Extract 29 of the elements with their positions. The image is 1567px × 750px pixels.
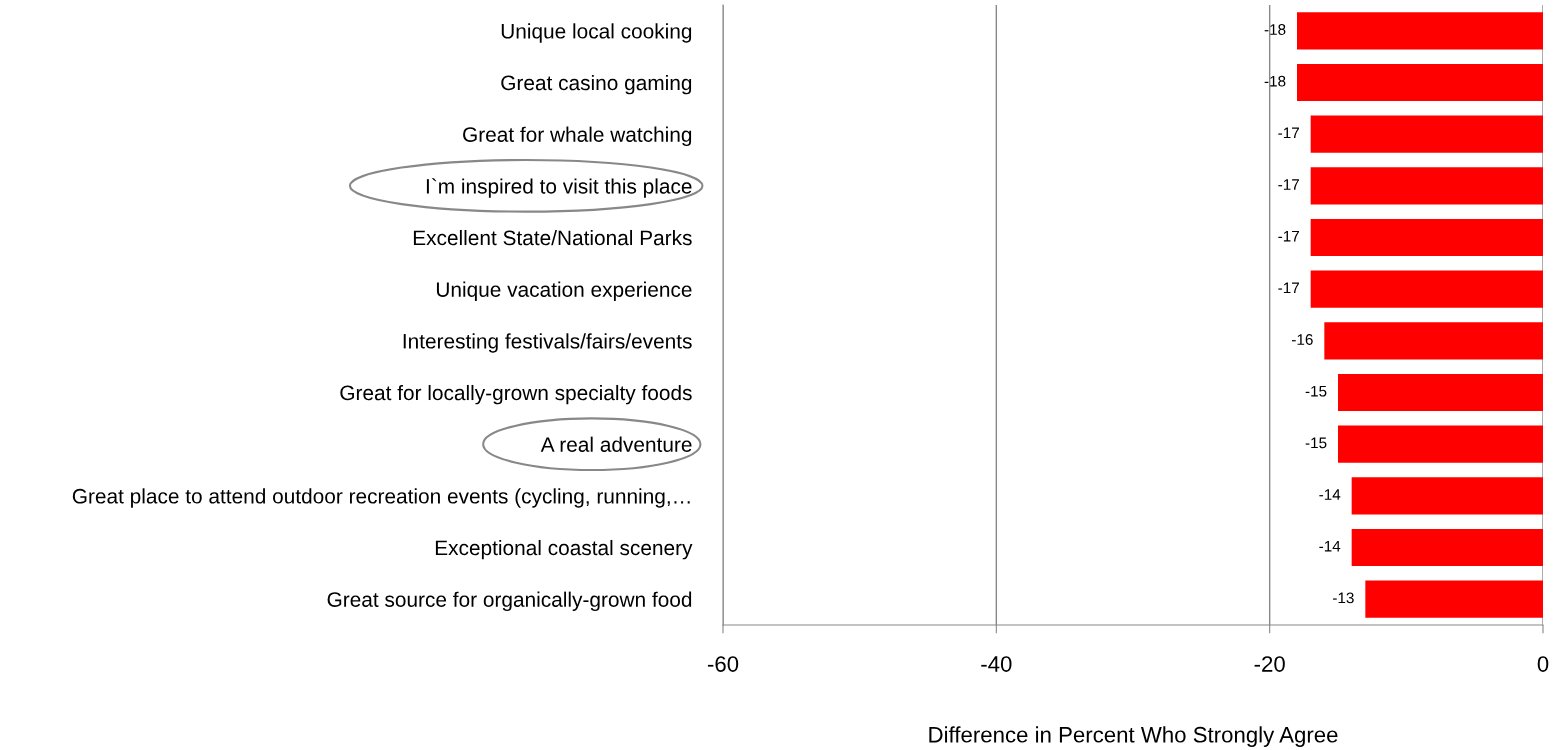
y-tick-label: Exceptional coastal scenery bbox=[435, 539, 693, 560]
data-label: -18 bbox=[1264, 75, 1286, 87]
x-tick-label: -40 bbox=[981, 656, 1012, 672]
y-tick-label: Unique local cooking bbox=[501, 23, 692, 43]
data-label: -17 bbox=[1278, 230, 1299, 242]
data-label: -17 bbox=[1278, 179, 1299, 190]
data-label: -14 bbox=[1319, 540, 1341, 552]
y-tick-label: A real adventure bbox=[540, 436, 692, 452]
data-label: -15 bbox=[1305, 437, 1327, 449]
y-tick-label: Great source for organically-grown food bbox=[327, 591, 692, 612]
y-tick-label: Great for whale watching bbox=[463, 126, 692, 147]
data-label: -17 bbox=[1278, 127, 1299, 139]
x-tick-label: 0 bbox=[1537, 656, 1549, 672]
data-label: -14 bbox=[1319, 489, 1341, 500]
x-tick-label: -60 bbox=[707, 656, 739, 672]
y-tick-label: Interesting festivals/fairs/events bbox=[403, 333, 692, 353]
y-tick-label: Great for locally-grown specialty foods bbox=[340, 384, 692, 405]
y-tick-label: Great place to attend outdoor recreation events (cycling, running,… bbox=[72, 488, 690, 508]
data-label: -15 bbox=[1305, 385, 1327, 397]
data-label: -16 bbox=[1292, 334, 1313, 345]
data-label: -17 bbox=[1278, 282, 1299, 294]
data-label: -13 bbox=[1333, 592, 1354, 604]
y-tick-label: Excellent State/National Parks bbox=[413, 229, 692, 246]
x-axis-title: Difference in Percent Who Strongly Agree bbox=[929, 726, 1338, 747]
y-tick-label: Unique vacation experience bbox=[436, 281, 692, 302]
y-tick-label: Great casino gaming bbox=[501, 74, 692, 95]
y-tick-label: I`m inspired to visit this place bbox=[426, 178, 692, 198]
data-label: -18 bbox=[1264, 24, 1286, 35]
x-tick-label: -20 bbox=[1254, 656, 1285, 672]
